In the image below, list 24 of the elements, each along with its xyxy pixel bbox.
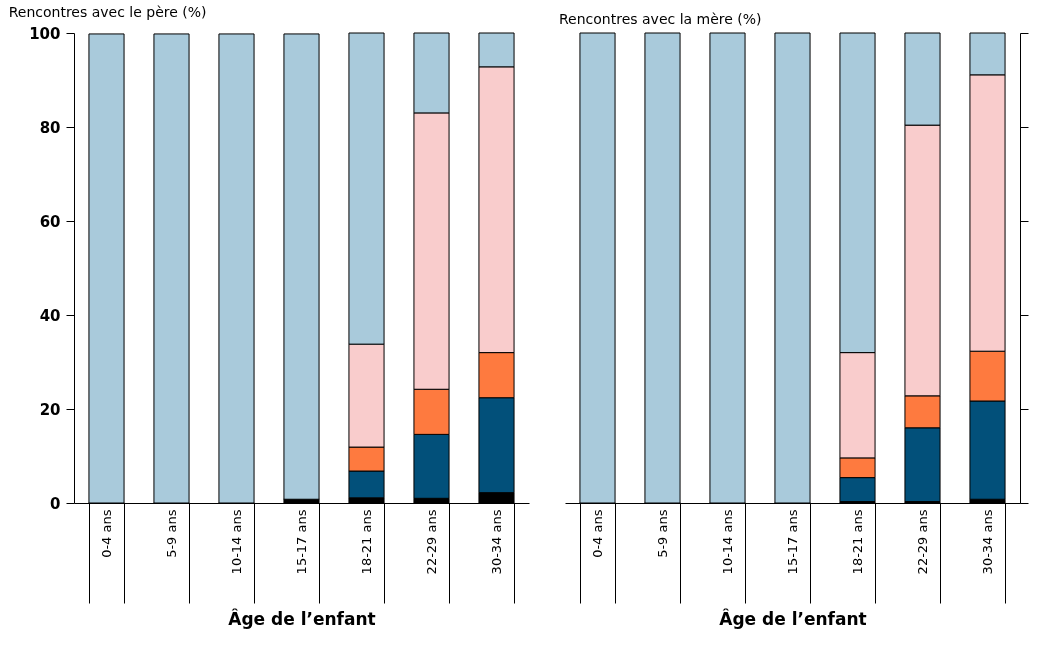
x-tick-label: 18-21 ans	[359, 509, 374, 575]
chart-title: Rencontres avec le père (%)	[8, 4, 207, 20]
y-tick-label: 40	[39, 306, 61, 325]
x-tick-label: 30-34 ans	[980, 509, 995, 575]
x-tick-label: 18-21 ans	[850, 509, 865, 575]
x-tick-label: 0-4 ans	[99, 509, 114, 558]
x-tick-label: 5-9 ans	[655, 509, 670, 558]
x-axis-title: Âge de l’enfant	[228, 608, 376, 629]
x-tick-label: 22-29 ans	[915, 509, 930, 575]
y-tick-label: 100	[29, 24, 61, 43]
chart-title: Rencontres avec la mère (%)	[559, 10, 762, 27]
x-tick-label: 15-17 ans	[785, 509, 800, 575]
y-tick-label: 0	[50, 494, 61, 513]
x-tick-label: 22-29 ans	[424, 509, 439, 575]
x-tick-label: 10-14 ans	[229, 509, 244, 575]
x-tick-label: 5-9 ans	[164, 509, 179, 558]
x-tick-label: 0-4 ans	[590, 509, 605, 558]
y-tick-label: 60	[39, 212, 61, 231]
y-tick-label: 20	[39, 400, 61, 419]
x-tick-label: 10-14 ans	[720, 509, 735, 575]
y-tick-label: 80	[39, 118, 61, 137]
x-tick-label: 30-34 ans	[489, 509, 504, 575]
x-axis-title: Âge de l’enfant	[719, 608, 867, 629]
x-tick-label: 15-17 ans	[294, 509, 309, 575]
